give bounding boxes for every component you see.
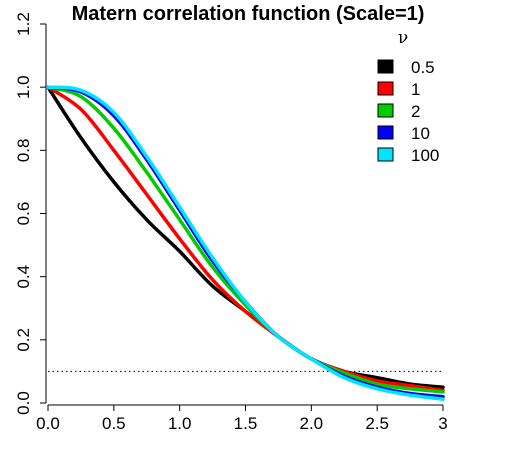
- x-tick-label: 0.5: [102, 414, 126, 433]
- legend-title: ν: [398, 28, 408, 48]
- legend-swatch: [377, 125, 394, 140]
- y-tick-label: 0.4: [14, 265, 33, 289]
- axes: 0.0 0.5 1.0 1.5 2.0 2.5 3 0.0 0.2 0.4 0.6 0.8 1.0 1.2: [14, 12, 448, 433]
- legend-label: 0.5: [411, 58, 435, 77]
- y-tick-label: 0.0: [14, 391, 33, 415]
- y-tick-label: 0.8: [14, 139, 33, 163]
- chart-title: Matern correlation function (Scale=1): [72, 3, 425, 25]
- x-tick-label: 1.0: [168, 414, 192, 433]
- x-tick-label: 2.0: [300, 414, 324, 433]
- legend-swatch: [377, 59, 394, 74]
- legend: ν 0.5 1 2 10 100: [377, 28, 439, 165]
- y-tick-label: 1.0: [14, 75, 33, 99]
- legend-label: 100: [411, 146, 439, 165]
- x-tick-label: 0.0: [36, 414, 60, 433]
- series-line-1: [46, 85, 445, 393]
- legend-swatch: [377, 147, 394, 162]
- legend-label: 2: [411, 102, 420, 121]
- series-layer: [46, 85, 445, 401]
- legend-swatch: [377, 81, 394, 96]
- y-tick-label: 0.6: [14, 202, 33, 226]
- legend-label: 1: [411, 80, 420, 99]
- x-tick-label: 2.5: [365, 414, 389, 433]
- series-line-100: [46, 85, 445, 401]
- y-tick-label: 0.2: [14, 328, 33, 352]
- y-tick-label: 1.2: [14, 12, 33, 36]
- series-line-2: [46, 85, 445, 394]
- legend-swatch: [377, 103, 394, 118]
- x-tick-label: 1.5: [234, 414, 258, 433]
- legend-label: 10: [411, 124, 430, 143]
- x-tick-label: 3: [438, 414, 447, 433]
